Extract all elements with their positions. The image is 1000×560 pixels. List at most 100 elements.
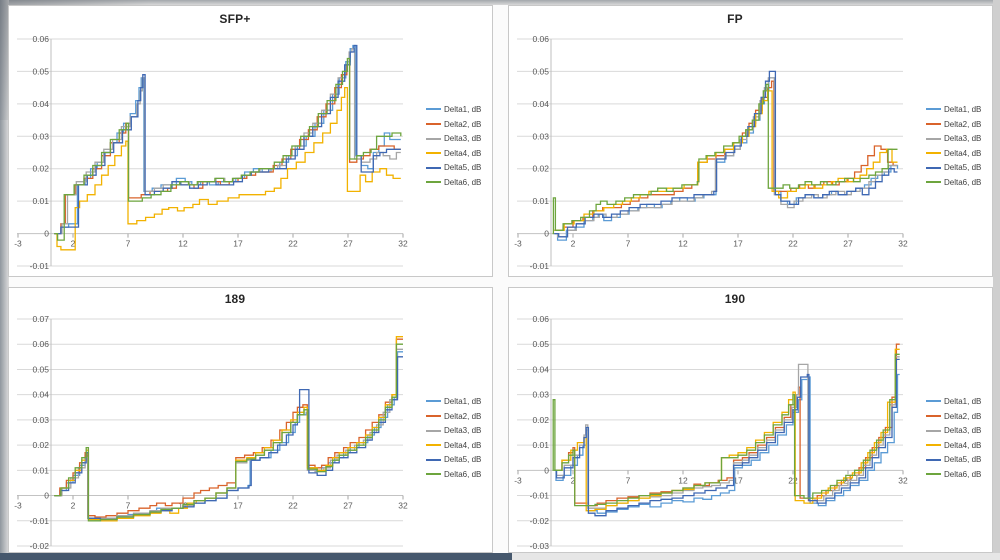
svg-text:2: 2 <box>71 239 76 249</box>
svg-text:0.05: 0.05 <box>532 66 549 76</box>
svg-text:32: 32 <box>398 239 408 249</box>
chart-panel-fp[interactable]: 0.06 0.05 0.04 0.03 0.02 0.01 0 -0.01 -3 2 7 12 17 22… <box>508 5 993 277</box>
legend-label: Delta3, dB <box>444 134 482 144</box>
svg-text:22: 22 <box>288 239 298 249</box>
legend-item[interactable]: Delta4, dB <box>926 146 992 161</box>
legend-item[interactable]: Delta3, dB <box>926 423 992 438</box>
svg-text:2: 2 <box>571 475 576 485</box>
legend-item[interactable]: Delta1, dB <box>926 102 992 117</box>
legend-label: Delta6, dB <box>944 177 982 187</box>
legend-label: Delta3, dB <box>444 426 482 436</box>
svg-text:12: 12 <box>678 239 688 249</box>
svg-text:27: 27 <box>343 239 353 249</box>
svg-text:0.03: 0.03 <box>32 131 49 141</box>
legend-line-swatch <box>426 415 441 418</box>
svg-text:0.06: 0.06 <box>532 34 549 44</box>
legend-item[interactable]: Delta6, dB <box>926 467 992 482</box>
series-line-delta5 <box>554 70 898 238</box>
legend-label: Delta5, dB <box>944 163 982 173</box>
gridlines <box>517 38 903 267</box>
y-axis-labels: 0.06 0.05 0.04 0.03 0.02 0.01 0 -0.01 <box>530 34 550 271</box>
svg-text:-3: -3 <box>514 475 522 485</box>
page-left-edge <box>0 0 9 560</box>
series-lines <box>54 336 403 522</box>
svg-text:17: 17 <box>733 239 743 249</box>
svg-text:0.04: 0.04 <box>532 364 549 374</box>
svg-text:-0.02: -0.02 <box>30 541 50 551</box>
series-line-delta3 <box>54 348 403 519</box>
svg-text:17: 17 <box>733 475 743 485</box>
legend-label: Delta2, dB <box>944 411 982 421</box>
legend-item[interactable]: Delta4, dB <box>426 438 492 453</box>
legend-item[interactable]: Delta1, dB <box>926 394 992 409</box>
svg-text:0.04: 0.04 <box>32 390 49 400</box>
series-line-delta4 <box>54 336 403 522</box>
chart-title: FP <box>727 12 743 26</box>
chart-panel-189[interactable]: 0.07 0.06 0.05 0.04 0.03 0.02 0.01 0 -0.01 -0.02 -… <box>8 287 493 553</box>
legend-item[interactable]: Delta6, dB <box>926 175 992 190</box>
svg-text:0.02: 0.02 <box>532 164 549 174</box>
legend-line-swatch <box>926 473 941 476</box>
svg-text:12: 12 <box>678 475 688 485</box>
series-line-delta4 <box>554 90 898 231</box>
legend-item[interactable]: Delta2, dB <box>926 409 992 424</box>
legend-line-swatch <box>426 458 441 461</box>
legend-item[interactable]: Delta5, dB <box>426 453 492 468</box>
svg-text:-3: -3 <box>514 239 522 249</box>
svg-text:-0.01: -0.01 <box>30 516 50 526</box>
series-line-delta6 <box>552 83 898 235</box>
series-line-delta6 <box>54 343 403 522</box>
legend-item[interactable]: Delta5, dB <box>426 161 492 176</box>
legend-line-swatch <box>926 400 941 403</box>
svg-text:12: 12 <box>178 239 188 249</box>
legend-item[interactable]: Delta1, dB <box>426 394 492 409</box>
series-line-delta1 <box>554 373 900 514</box>
plot-area-fp: 0.060.050.040.030.020.010-0.01-3 2 7 12 17 22… <box>514 34 908 271</box>
legend-item[interactable]: Delta6, dB <box>426 175 492 190</box>
legend-item[interactable]: Delta5, dB <box>926 161 992 176</box>
series-line-delta2 <box>54 338 403 518</box>
legend-item[interactable]: Delta3, dB <box>426 131 492 146</box>
series-line-delta1 <box>54 44 401 235</box>
legend-label: Delta3, dB <box>944 426 982 436</box>
legend-item[interactable]: Delta1, dB <box>426 102 492 117</box>
svg-text:32: 32 <box>398 501 408 511</box>
svg-text:27: 27 <box>843 239 853 249</box>
legend: Delta1, dB Delta2, dB Delta3, dB Delta4, dB… <box>426 102 492 190</box>
legend-item[interactable]: Delta5, dB <box>926 453 992 468</box>
legend-label: Delta6, dB <box>444 469 482 479</box>
x-axis-labels: -3 2 7 12 17 22 27 32 <box>14 501 408 511</box>
legend-item[interactable]: Delta2, dB <box>426 117 492 132</box>
legend-line-swatch <box>426 400 441 403</box>
svg-text:-0.01: -0.01 <box>530 491 550 501</box>
legend-item[interactable]: Delta2, dB <box>926 117 992 132</box>
axis-lines <box>17 319 404 546</box>
legend-item[interactable]: Delta4, dB <box>926 438 992 453</box>
legend-item[interactable]: Delta4, dB <box>426 146 492 161</box>
series-line-delta5 <box>554 358 900 517</box>
legend-item[interactable]: Delta3, dB <box>926 131 992 146</box>
series-lines <box>552 343 900 517</box>
svg-text:0.02: 0.02 <box>32 164 49 174</box>
chart-title: 190 <box>724 292 746 306</box>
series-line-delta1 <box>54 351 403 521</box>
legend-line-swatch <box>926 415 941 418</box>
legend-line-swatch <box>926 458 941 461</box>
legend-item[interactable]: Delta6, dB <box>426 467 492 482</box>
legend-line-swatch <box>426 166 441 169</box>
chart-panel-sfp-plus[interactable]: 0.06 0.05 0.04 0.03 0.02 0.01 0 -0.01 -3 2 7 12 17 22… <box>8 5 493 277</box>
plot-area-sfp-plus: 0.060.050.040.030.020.010-0.01-3 2 7 12 17 22… <box>14 34 408 271</box>
legend-line-swatch <box>926 152 941 155</box>
svg-text:32: 32 <box>898 239 908 249</box>
legend-item[interactable]: Delta3, dB <box>426 423 492 438</box>
axis-lines <box>517 39 904 266</box>
legend-line-swatch <box>426 123 441 126</box>
legend-label: Delta1, dB <box>444 104 482 114</box>
chart-panel-190[interactable]: 0.06 0.05 0.04 0.03 0.02 0.01 0 -0.01 -0.02 -0.03… <box>508 287 993 553</box>
svg-text:7: 7 <box>626 475 631 485</box>
legend-item[interactable]: Delta2, dB <box>426 409 492 424</box>
svg-text:0: 0 <box>44 491 49 501</box>
svg-text:0.06: 0.06 <box>32 34 49 44</box>
svg-text:22: 22 <box>288 501 298 511</box>
